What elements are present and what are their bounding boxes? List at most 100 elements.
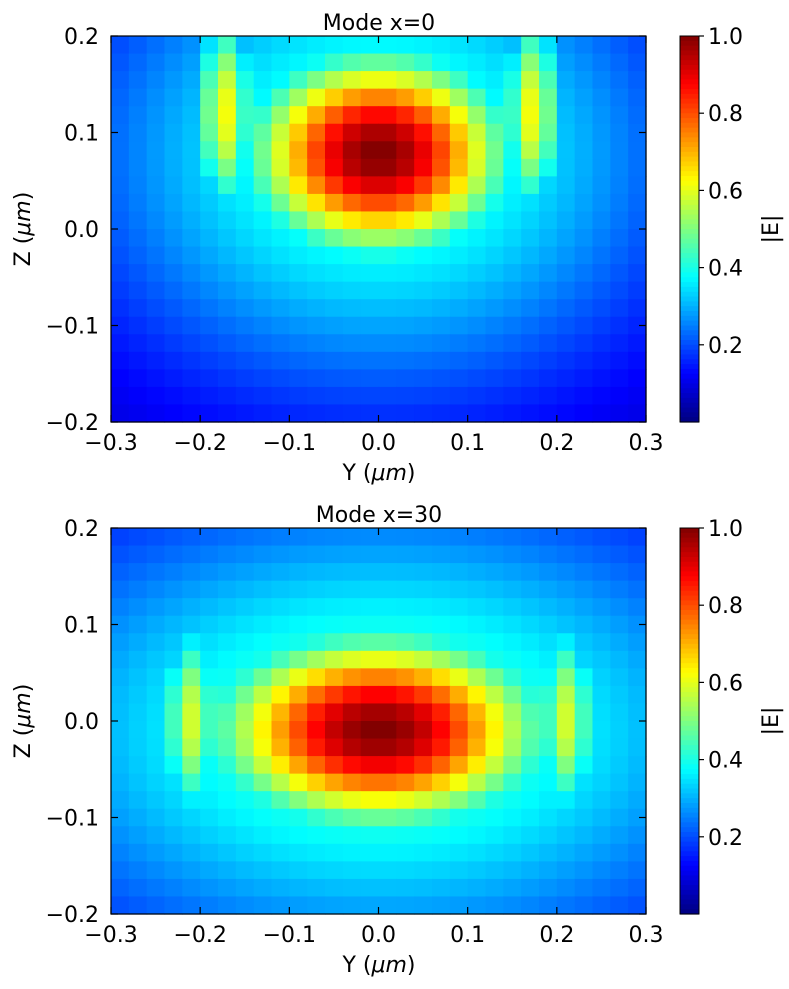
heatmap-cell [378,650,397,669]
colorbar-label: |E| [759,215,784,244]
heatmap-cell [449,545,469,564]
colorbar-segment [680,721,699,727]
heatmap-cell [253,668,273,687]
heatmap-cell [467,141,487,160]
heatmap-cell [307,721,326,740]
heatmap-cell [628,264,647,283]
heatmap-cell [271,580,290,599]
heatmap-cell [467,299,487,318]
heatmap-cell [218,721,237,740]
colorbar-segment [680,894,699,901]
colorbar-segment [680,865,699,872]
heatmap-cell [182,598,201,617]
heatmap-cell [396,176,415,195]
heatmap-cell [360,878,380,898]
y-tick-label: 0.2 [64,517,99,542]
heatmap-cell [556,193,576,213]
heatmap-cell [325,826,344,845]
heatmap-cell [610,791,629,810]
heatmap-cell [325,334,344,353]
heatmap-cell [592,633,611,652]
colorbar-segment [680,248,699,254]
heatmap-cell [574,334,594,353]
heatmap-cell [342,123,362,142]
heatmap-cell [111,88,130,107]
colorbar-segment [680,142,699,148]
heatmap-cell [628,211,647,230]
heatmap-cell [414,369,433,388]
heatmap-cell [556,773,576,792]
heatmap-cell [360,738,380,757]
heatmap-cell [432,211,451,230]
heatmap-cell [128,351,148,370]
heatmap-cell [253,615,273,634]
heatmap-cell [218,158,237,177]
heatmap-cell [378,861,397,880]
heatmap-cell [271,861,290,880]
heatmap-cell [253,36,273,55]
heatmap-cell [449,738,469,757]
heatmap-cell [414,351,433,370]
heatmap-cell [235,896,255,915]
heatmap-cell [342,633,362,652]
colorbar-segment [680,209,699,216]
heatmap-cell [574,36,594,55]
heatmap-cell [432,351,451,370]
heatmap-cell [539,176,558,195]
heatmap-cell [521,158,540,177]
heatmap-cell [592,264,611,283]
heatmap-cell [396,633,415,652]
heatmap-cell [307,158,326,177]
heatmap-cell [378,896,397,915]
heatmap-cell [628,528,647,547]
heatmap-cell [628,351,647,370]
heatmap-cell [610,878,629,898]
heatmap-cell [182,843,201,862]
heatmap-cell [289,334,308,353]
heatmap-cell [360,563,380,582]
colorbar-segment [680,552,699,558]
heatmap-cell [467,246,487,265]
colorbar-segment [680,311,699,317]
heatmap-cell [218,580,237,599]
heatmap-cell [164,404,183,423]
heatmap-cell [592,808,611,827]
heatmap-cell [235,861,255,880]
heatmap-cell [485,369,504,388]
heatmap-cell [628,861,647,880]
colorbar-tick-label: 1.0 [708,517,743,542]
heatmap-cell [378,404,397,423]
heatmap-cell [342,264,362,283]
heatmap-cell [574,53,594,72]
heatmap-cell [235,386,255,406]
heatmap-cell [610,386,629,406]
colorbar-segment [680,740,699,746]
heatmap-cell [218,861,237,880]
colorbar-segment [680,204,699,211]
heatmap-cell [414,843,433,862]
heatmap-cell [539,878,558,898]
heatmap-cell [503,843,522,862]
heatmap-cell [378,281,397,300]
heatmap-panel-mode-x30: Mode x=30 −0.3 −0.2 −0.1 0.0 0.1 0.2 0.3 −0.2−… [11,503,784,978]
heatmap-cell [271,528,290,547]
heatmap-cell [271,369,290,388]
heatmap-cell [164,229,183,248]
heatmap-cell [432,53,451,72]
heatmap-cell [182,36,201,55]
heatmap-cell [325,791,344,810]
heatmap-cell [556,878,576,898]
heatmap-cell [235,650,255,669]
heatmap-cell [111,598,130,617]
heatmap-cell [218,299,237,318]
heatmap-cell [325,281,344,300]
heatmap-cell [182,71,201,90]
heatmap-cell [485,843,504,862]
heatmap-cell [164,316,183,335]
heatmap-cell [556,528,576,547]
heatmap-cell [253,88,273,107]
heatmap-cell [556,633,576,652]
heatmap-cell [556,53,576,72]
heatmap-cell [164,211,183,230]
heatmap-cell [182,211,201,230]
